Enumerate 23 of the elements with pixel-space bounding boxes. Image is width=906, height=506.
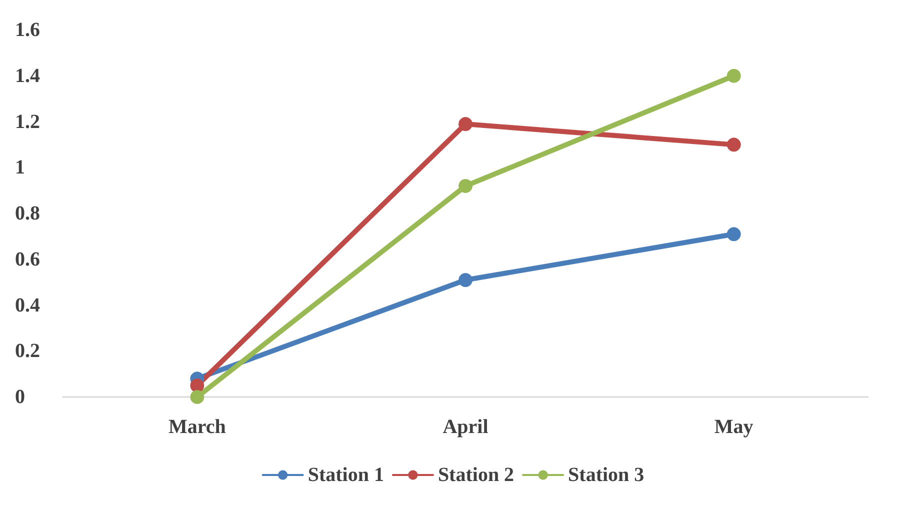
y-tick-label: 0.6 (15, 248, 40, 270)
y-tick-label: 0.4 (15, 294, 40, 316)
legend-label: Station 3 (568, 464, 644, 486)
y-tick-label: 1 (15, 156, 25, 179)
x-tick-label: April (442, 416, 489, 438)
y-tick-label: 0.2 (15, 340, 40, 362)
legend-label: Station 1 (308, 464, 384, 486)
legend-label: Station 2 (438, 464, 514, 486)
y-tick-label: 1.2 (15, 110, 40, 133)
point (190, 378, 204, 393)
point (726, 68, 741, 83)
point (190, 390, 204, 404)
point (458, 178, 472, 193)
point (726, 227, 741, 242)
point (458, 273, 472, 288)
y-tick-label: 1.6 (15, 19, 40, 41)
x-tick-label: March (168, 416, 226, 438)
point (726, 138, 741, 152)
point (458, 117, 472, 132)
x-tick-label: May (714, 416, 754, 438)
y-tick-label: 0.8 (15, 202, 40, 224)
y-tick-label: 0 (15, 386, 25, 408)
y-tick-label: 1.4 (15, 64, 40, 87)
